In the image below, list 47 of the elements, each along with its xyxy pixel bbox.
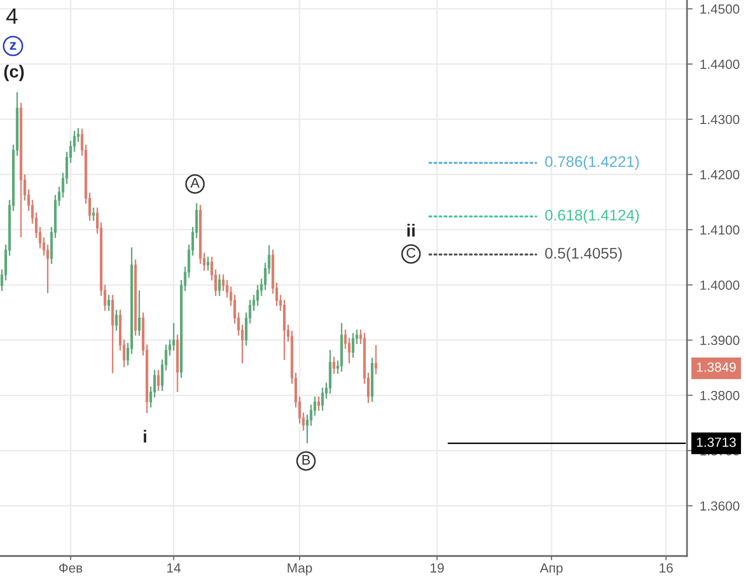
y-tick-label: 1.4200 [700,170,740,180]
candlestick [115,309,118,332]
annotation: B [302,455,310,465]
candlestick [317,396,320,412]
candlestick [374,344,378,376]
candlestick [172,322,175,352]
annotation: i [144,430,146,442]
candlestick [222,274,225,292]
candlestick [157,369,160,392]
y-tick-label: 1.4400 [700,60,740,69]
candlestick [107,294,110,312]
candlestick [138,290,141,336]
series-label: 0.618(1.4124) [545,209,639,224]
x-tick-label: 14 [167,563,181,573]
candlestick [352,332,354,358]
y-tick-label: 1.3800 [700,390,740,400]
candlestick [344,328,347,350]
candlestick [218,274,221,297]
candlestick [92,206,95,222]
annotation: 4 [6,8,18,24]
annotation: C [406,248,416,258]
x-tick-label: 19 [430,563,444,573]
x-tick-label: 16 [660,563,673,573]
candlestick [306,414,309,444]
series-label: 0.5(1.4055) [545,247,622,262]
series-label: 1.3713 [697,438,736,447]
annotation: (c) [4,64,24,82]
y-tick-label: 1.4100 [700,225,740,235]
y-tick-label: 1.3600 [700,501,740,511]
x-tick-label: Фев [59,563,82,573]
annotation: z [10,42,16,50]
series-label: 0.786(1.4221) [545,156,639,170]
candlestick [153,369,156,398]
annotation: A [190,178,200,188]
y-tick-label: 1.3900 [700,336,740,346]
candlestick [206,256,210,272]
candlestick [332,356,336,374]
y-tick-label: 1.4300 [700,114,740,124]
annotation: ii [407,224,415,236]
y-tick-label: 1.4500 [700,4,740,14]
y-tick-label: 1.4000 [700,280,740,290]
x-tick-label: Мар [288,563,312,576]
text: 1.3849 [697,362,736,372]
candlestick [321,386,324,412]
candlestick [46,244,50,294]
x-tick-label: Апр [540,563,563,576]
candlestick [348,337,351,364]
